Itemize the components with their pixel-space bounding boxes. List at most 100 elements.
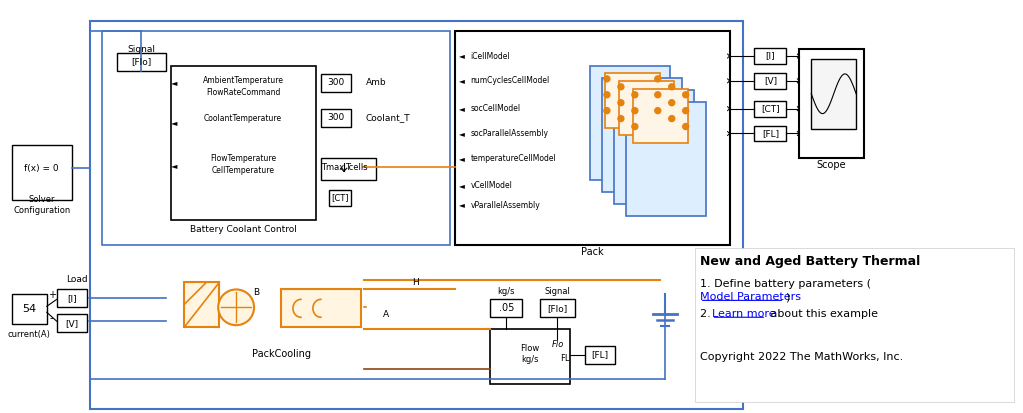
Text: FL: FL	[561, 354, 570, 363]
Bar	[56, 314, 87, 332]
Text: [I]: [I]	[765, 52, 775, 61]
Bar	[321, 74, 351, 92]
Circle shape	[218, 290, 254, 325]
Bar	[585, 346, 615, 364]
Circle shape	[604, 92, 610, 98]
Text: ): )	[786, 292, 790, 302]
Text: ◄: ◄	[459, 76, 465, 85]
Circle shape	[682, 123, 688, 130]
Text: Flo: Flo	[552, 339, 565, 349]
Bar	[540, 299, 575, 317]
Text: [V]: [V]	[764, 76, 777, 85]
Text: kg/s: kg/s	[497, 287, 515, 296]
Bar	[90, 21, 743, 408]
Bar	[321, 109, 351, 126]
Text: [Flo]: [Flo]	[547, 304, 567, 313]
Circle shape	[618, 116, 624, 121]
Text: ◄: ◄	[459, 104, 465, 113]
Circle shape	[682, 108, 688, 114]
Text: Pack: Pack	[581, 247, 604, 257]
Circle shape	[618, 100, 624, 106]
Bar	[811, 59, 856, 128]
Text: Battery Coolant Control: Battery Coolant Control	[189, 225, 297, 234]
Bar	[117, 53, 167, 71]
Text: ◄: ◄	[171, 118, 178, 127]
Text: ◄: ◄	[171, 161, 178, 170]
Bar	[755, 73, 787, 89]
Text: Copyright 2022 The MathWorks, Inc.: Copyright 2022 The MathWorks, Inc.	[700, 352, 903, 362]
Bar	[12, 145, 72, 200]
Text: 300: 300	[327, 78, 345, 87]
Bar	[101, 31, 450, 245]
Text: .05: .05	[498, 303, 514, 313]
Text: 2.: 2.	[700, 309, 714, 319]
Text: CoolantTemperature: CoolantTemperature	[204, 114, 282, 123]
Bar	[626, 102, 706, 216]
Text: ◄: ◄	[459, 200, 465, 209]
Text: about this example: about this example	[767, 309, 879, 319]
Text: Learn more: Learn more	[712, 309, 775, 319]
Circle shape	[655, 92, 661, 98]
Bar	[321, 158, 375, 180]
Bar	[619, 81, 674, 135]
Text: [CT]: [CT]	[761, 104, 780, 113]
Text: 1. Define battery parameters (: 1. Define battery parameters (	[700, 280, 871, 290]
Bar	[590, 66, 670, 180]
Text: Coolant_T: Coolant_T	[366, 113, 410, 122]
Bar	[328, 190, 351, 206]
Bar	[12, 294, 47, 324]
Text: FlowTemperature: FlowTemperature	[210, 154, 276, 163]
Text: iCellModel: iCellModel	[471, 52, 510, 61]
Bar	[755, 48, 787, 64]
Text: Tcells: Tcells	[346, 163, 368, 172]
Text: AmbientTemperature: AmbientTemperature	[203, 76, 283, 85]
Text: Solver
Configuration: Solver Configuration	[13, 195, 71, 215]
Text: Load: Load	[65, 275, 88, 284]
Text: [Flo]: [Flo]	[131, 57, 151, 66]
Text: [FL]: [FL]	[591, 351, 609, 359]
Circle shape	[682, 92, 688, 98]
Text: [FL]: [FL]	[762, 129, 779, 138]
Text: f(x) = 0: f(x) = 0	[25, 164, 59, 173]
Text: ◄: ◄	[459, 154, 465, 163]
Text: socCellModel: socCellModel	[471, 104, 521, 113]
Circle shape	[669, 100, 675, 106]
Text: B: B	[253, 288, 259, 297]
Text: Model Parameters: Model Parameters	[700, 292, 801, 302]
Text: ◄: ◄	[459, 129, 465, 138]
Bar	[490, 299, 522, 317]
Text: -: -	[50, 313, 53, 323]
Text: socParallelAssembly: socParallelAssembly	[471, 129, 548, 138]
Text: Signal: Signal	[544, 287, 570, 296]
Text: PackCooling: PackCooling	[252, 349, 311, 359]
Bar	[799, 49, 864, 158]
Text: Signal: Signal	[128, 45, 155, 54]
Bar	[490, 329, 570, 384]
Text: Scope: Scope	[816, 160, 846, 170]
Bar	[755, 101, 787, 116]
Text: ◄: ◄	[459, 180, 465, 190]
Text: current(A): current(A)	[7, 330, 50, 339]
Circle shape	[655, 76, 661, 82]
Circle shape	[632, 108, 638, 114]
Bar	[455, 31, 729, 245]
Text: FlowRateCommand: FlowRateCommand	[206, 88, 280, 97]
Text: numCyclesCellModel: numCyclesCellModel	[471, 76, 549, 85]
Text: CellTemperature: CellTemperature	[212, 166, 274, 175]
Circle shape	[604, 108, 610, 114]
Text: vCellModel: vCellModel	[471, 180, 513, 190]
Text: 54: 54	[21, 304, 36, 314]
Bar	[184, 282, 219, 327]
Circle shape	[669, 84, 675, 90]
Text: [CT]: [CT]	[331, 194, 349, 202]
Bar	[614, 90, 694, 204]
Circle shape	[669, 116, 675, 121]
Bar	[602, 78, 681, 192]
Text: ◄: ◄	[459, 52, 465, 61]
Text: H: H	[412, 278, 419, 287]
Bar	[605, 73, 660, 128]
Bar	[633, 89, 687, 143]
Text: +: +	[48, 290, 55, 300]
Text: New and Aged Battery Thermal: New and Aged Battery Thermal	[700, 255, 920, 268]
Circle shape	[632, 92, 638, 98]
